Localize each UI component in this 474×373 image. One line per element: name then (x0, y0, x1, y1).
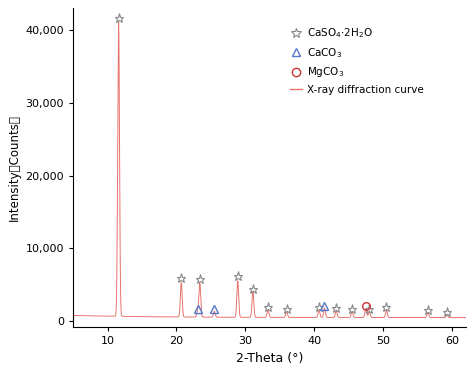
X-axis label: 2-Theta (°): 2-Theta (°) (236, 352, 303, 365)
Y-axis label: Intensity（Counts）: Intensity（Counts） (9, 114, 21, 221)
Legend: CaSO$_4$$\cdot$2H$_2$O, CaCO$_3$, MgCO$_3$, X-ray diffraction curve: CaSO$_4$$\cdot$2H$_2$O, CaCO$_3$, MgCO$_… (286, 23, 427, 98)
